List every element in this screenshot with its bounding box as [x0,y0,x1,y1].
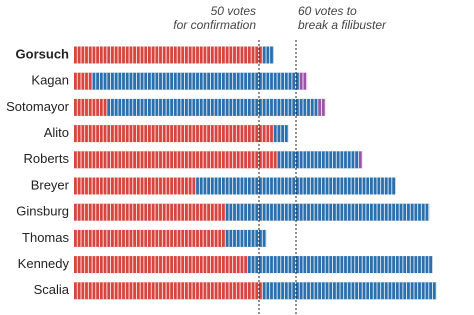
vote-stripes [92,72,300,90]
vote-stripes [318,98,326,116]
vote-stripes [262,46,274,64]
category-label: Alito [44,125,69,140]
vote-stripes [74,72,93,90]
vote-stripes [74,282,263,300]
category-label: Breyer [31,177,70,192]
vote-stripes [74,203,226,221]
vote-stripes [299,72,308,90]
annotation-label: 50 votes [211,4,256,18]
vote-stripes [74,177,197,195]
vote-stripes [107,98,319,116]
vote-stripes [74,125,274,143]
category-label: Kennedy [18,256,70,271]
vote-stripes [273,125,289,143]
annotation-label: for confirmation [173,18,256,32]
vote-stripes [277,151,359,169]
annotation-label: 60 votes to [298,4,357,18]
category-label: Scalia [34,282,70,297]
vote-stripes [74,229,226,247]
vote-stripes [74,151,278,169]
annotation-label: break a filibuster [298,18,387,32]
vote-stripes [225,229,267,247]
category-label: Thomas [22,230,69,245]
vote-stripes [358,151,363,169]
category-label: Ginsburg [16,204,69,219]
vote-stripes [225,203,430,221]
category-label: Gorsuch [16,46,70,61]
vote-stripes [262,282,437,300]
category-label: Sotomayor [6,99,70,114]
vote-stripes [74,98,108,116]
category-label: Kagan [31,73,69,88]
vote-stripes [74,46,263,64]
vote-stripes [74,256,248,274]
category-label: Roberts [23,151,69,166]
vote-stripes [247,256,433,274]
